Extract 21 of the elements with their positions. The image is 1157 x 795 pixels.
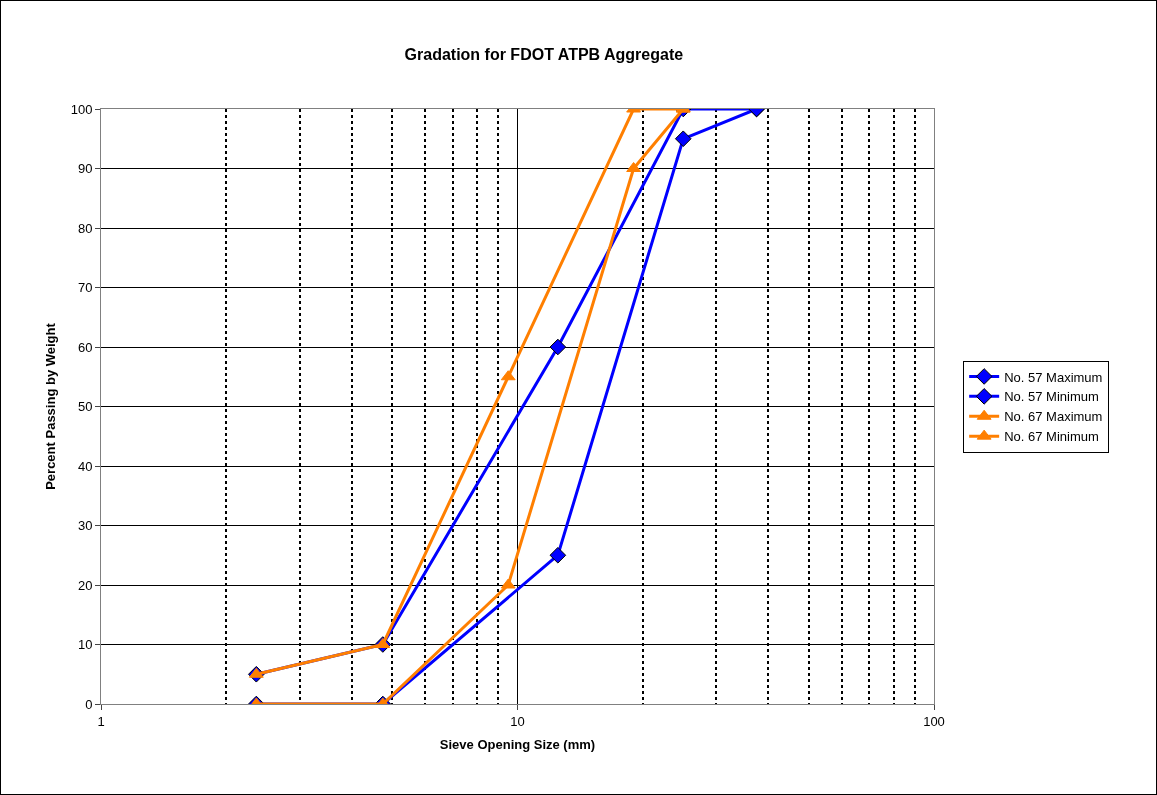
- y-axis-title: Percent Passing by Weight: [42, 322, 58, 490]
- y-tick-label: 70: [77, 280, 93, 296]
- y-tick-label: 80: [77, 220, 93, 236]
- x-tick-label: 10: [510, 713, 525, 729]
- y-tick-label: 50: [77, 399, 93, 415]
- legend-label: No. 57 Maximum: [1004, 369, 1103, 385]
- y-tick-label: 100: [70, 101, 93, 117]
- y-tick-label: 20: [77, 577, 93, 593]
- y-tick-label: 10: [77, 637, 93, 653]
- y-tick-label: 90: [77, 161, 93, 177]
- chart-title: Gradation for FDOT ATPB Aggregate: [404, 45, 684, 63]
- legend-label: No. 67 Maximum: [1004, 409, 1103, 425]
- x-tick-label: 1: [97, 713, 105, 729]
- y-tick-label: 40: [77, 458, 93, 474]
- legend-label: No. 67 Minimum: [1004, 429, 1099, 445]
- y-tick-label: 0: [85, 696, 93, 712]
- x-tick-label: 100: [923, 713, 945, 729]
- y-tick-label: 60: [77, 339, 93, 355]
- y-tick-label: 30: [77, 518, 93, 534]
- legend-label: No. 57 Minimum: [1004, 389, 1099, 405]
- x-axis-title: Sieve Opening Size (mm): [439, 737, 596, 753]
